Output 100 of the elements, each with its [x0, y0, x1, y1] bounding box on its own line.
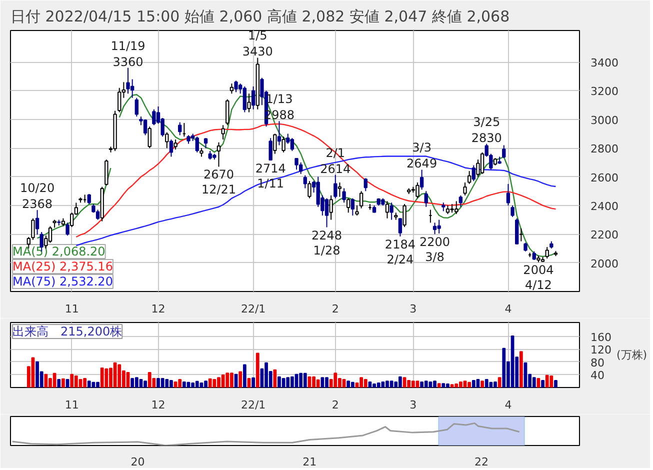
bar — [226, 372, 230, 388]
bar — [489, 382, 493, 388]
bar — [139, 378, 143, 388]
y-tick-label: 2600 — [590, 171, 618, 184]
bar — [450, 384, 454, 388]
bar — [83, 378, 86, 388]
bar — [428, 382, 432, 388]
bar — [498, 377, 502, 388]
y-tick-label: 2000 — [590, 257, 618, 270]
bar — [191, 382, 195, 388]
bar — [286, 377, 290, 388]
candlestick — [502, 144, 506, 159]
bar — [221, 374, 225, 388]
candlestick — [35, 210, 40, 236]
annotation: 2004 4/12 — [523, 263, 554, 292]
bar — [381, 382, 385, 388]
candlestick — [268, 138, 272, 161]
candlestick — [277, 120, 282, 146]
candlestick — [420, 169, 424, 190]
candlestick — [350, 198, 355, 216]
candlestick — [104, 159, 108, 186]
bar — [252, 377, 255, 388]
bar — [165, 378, 169, 388]
bar — [130, 378, 134, 388]
candlestick — [458, 194, 463, 208]
candlestick — [437, 219, 441, 234]
candlestick — [385, 200, 390, 219]
candlestick — [390, 202, 394, 220]
bar — [342, 378, 346, 388]
x-tick-label: 3 — [410, 398, 417, 412]
candlestick — [506, 183, 510, 206]
series-label: MA(5) 2,068.20 — [12, 244, 106, 258]
candlestick — [273, 133, 277, 154]
annotation: 11/19 3360 — [110, 38, 146, 69]
annotation: 3/3 2649 — [406, 140, 438, 171]
bar — [360, 377, 364, 388]
candlestick — [364, 178, 368, 192]
bar — [66, 378, 70, 388]
bar — [186, 382, 190, 388]
bar — [407, 380, 411, 388]
candlestick — [346, 198, 350, 214]
candlestick — [118, 87, 122, 113]
y-tick-label: 3400 — [590, 56, 618, 70]
bar — [52, 372, 56, 388]
candlestick — [290, 138, 294, 152]
candlestick — [519, 228, 524, 242]
candlestick — [359, 190, 364, 209]
bar — [416, 380, 420, 388]
candlestick — [226, 98, 230, 126]
candlestick — [432, 222, 437, 235]
bar — [519, 351, 523, 388]
y-tick-label: 2800 — [590, 142, 618, 156]
x-tick-label: 12 — [151, 398, 166, 412]
bar — [148, 372, 152, 388]
bar — [208, 378, 212, 388]
bar — [234, 374, 238, 388]
y-axis-title: (万株) — [616, 348, 648, 362]
bar — [212, 378, 216, 388]
candlestick — [398, 218, 402, 237]
x-tick-label: 22/1 — [240, 302, 266, 316]
x-tick-label: 2 — [332, 302, 339, 316]
bar — [472, 380, 476, 388]
bar — [476, 378, 480, 388]
x-tick-label: 21 — [302, 456, 317, 468]
bar — [536, 378, 540, 388]
bar — [126, 372, 130, 388]
candlestick — [282, 136, 286, 153]
bar — [308, 376, 312, 388]
bar — [182, 382, 186, 388]
candlestick — [87, 193, 91, 205]
candlestick — [169, 138, 174, 158]
annotation: 2184 2/24 — [384, 237, 416, 266]
candlestick — [143, 118, 148, 136]
bar — [545, 374, 549, 388]
bar — [134, 377, 138, 388]
candlestick — [195, 136, 199, 153]
bar — [74, 375, 78, 388]
candlestick — [294, 158, 298, 170]
y-tick-label: 40 — [590, 369, 604, 382]
bar — [278, 376, 281, 388]
x-tick-label: 4 — [504, 302, 512, 316]
bar — [484, 378, 488, 388]
candlestick — [148, 126, 152, 149]
x-tick-label: 3 — [410, 302, 417, 316]
candlestick — [234, 80, 238, 93]
candlestick — [178, 122, 182, 136]
bar — [256, 352, 260, 388]
bar — [118, 364, 122, 388]
bar — [463, 380, 467, 388]
candlestick — [66, 222, 70, 236]
bar — [70, 374, 74, 388]
bar — [316, 379, 320, 388]
y-tick-label: 2200 — [590, 228, 618, 242]
bar — [368, 382, 372, 388]
annotation: 10/20 2368 — [20, 181, 55, 212]
bar — [204, 380, 208, 388]
chart-title: 出来高 215,200株 — [12, 324, 122, 338]
bar — [550, 375, 554, 388]
candlestick — [251, 86, 256, 110]
bar — [57, 378, 61, 388]
